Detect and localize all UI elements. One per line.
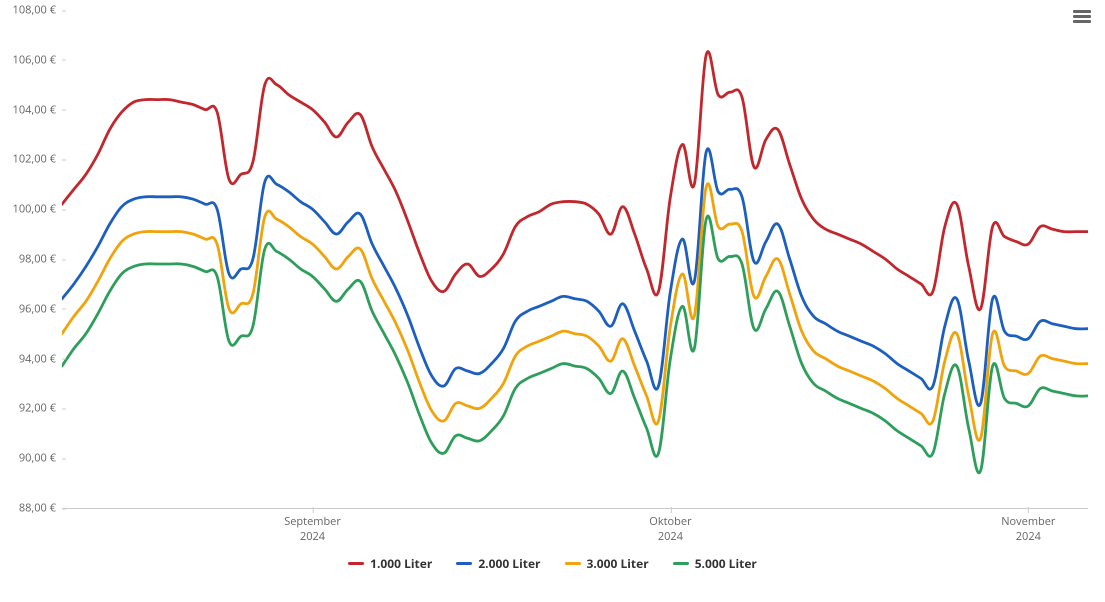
x-axis-tick: November2024 bbox=[1001, 508, 1055, 544]
y-axis-tick: 106,00 € bbox=[13, 52, 62, 67]
x-axis-tick: September2024 bbox=[284, 508, 341, 544]
legend-item[interactable]: 3.000 Liter bbox=[565, 555, 649, 572]
legend-label: 5.000 Liter bbox=[695, 555, 757, 572]
y-axis-tick: 100,00 € bbox=[13, 202, 62, 217]
legend-swatch bbox=[456, 562, 472, 565]
line-series-svg bbox=[62, 10, 1088, 508]
y-axis-tick: 98,00 € bbox=[19, 252, 62, 267]
y-axis-tick: 90,00 € bbox=[19, 451, 62, 466]
series-line bbox=[62, 216, 1088, 473]
legend-item[interactable]: 5.000 Liter bbox=[673, 555, 757, 572]
y-axis-tick: 94,00 € bbox=[19, 351, 62, 366]
y-axis-tick: 108,00 € bbox=[13, 3, 62, 18]
legend-label: 3.000 Liter bbox=[587, 555, 649, 572]
y-axis-tick: 102,00 € bbox=[13, 152, 62, 167]
y-axis-tick: 88,00 € bbox=[19, 501, 62, 516]
legend-swatch bbox=[348, 562, 364, 565]
legend-item[interactable]: 1.000 Liter bbox=[348, 555, 432, 572]
y-axis-tick: 96,00 € bbox=[19, 301, 62, 316]
chart-container: 88,00 € 90,00 € 92,00 € 94,00 € 96,00 € 98,00… bbox=[0, 0, 1105, 602]
y-axis-tick: 104,00 € bbox=[13, 102, 62, 117]
legend-label: 1.000 Liter bbox=[370, 555, 432, 572]
chart-legend: 1.000 Liter 2.000 Liter 3.000 Liter 5.000 L… bbox=[0, 552, 1105, 572]
legend-swatch bbox=[565, 562, 581, 565]
series-line bbox=[62, 184, 1088, 441]
legend-label: 2.000 Liter bbox=[478, 555, 540, 572]
plot-area: 88,00 €90,00 €92,00 €94,00 €96,00 €98,00… bbox=[62, 10, 1088, 509]
legend-swatch bbox=[673, 562, 689, 565]
legend-item[interactable]: 2.000 Liter bbox=[456, 555, 540, 572]
x-axis-tick: Oktober2024 bbox=[649, 508, 691, 544]
y-axis-tick: 92,00 € bbox=[19, 401, 62, 416]
